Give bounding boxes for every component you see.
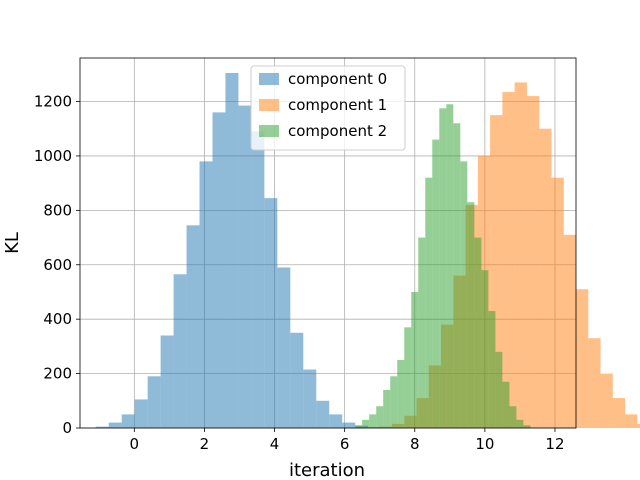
axes-frame: [79, 57, 577, 429]
bar-component-2: [495, 351, 503, 428]
legend: component 0 component 1 component 2: [250, 65, 406, 151]
bar-component-2: [481, 270, 489, 428]
bar-component-0: [121, 414, 135, 428]
x-tick-label: 6: [340, 435, 350, 453]
bar-component-1: [625, 414, 638, 428]
bar-component-1: [637, 423, 640, 428]
bar-component-2: [425, 177, 433, 428]
y-tick-label: 0: [62, 419, 72, 437]
bar-component-2: [383, 389, 391, 428]
bar-component-1: [600, 373, 613, 428]
bar-component-2: [404, 327, 412, 428]
bar-component-2: [362, 419, 370, 428]
bar-component-0: [199, 161, 213, 428]
bar-component-0: [251, 131, 265, 429]
legend-swatch: [259, 99, 279, 111]
bar-component-0: [108, 422, 122, 428]
bar-component-2: [474, 237, 482, 428]
legend-box: [250, 65, 406, 151]
x-tick-label: 12: [545, 435, 564, 453]
y-tick-label: 200: [43, 365, 72, 383]
bar-component-1: [588, 338, 601, 428]
histogram-bars: [95, 72, 640, 429]
bar-component-2: [411, 291, 419, 428]
bar-component-2: [488, 311, 496, 428]
legend-swatch: [259, 73, 279, 85]
x-tick-label: 4: [270, 435, 280, 453]
y-axis-label: KL: [2, 232, 23, 254]
x-tick-label: 0: [130, 435, 140, 453]
bar-component-1: [563, 234, 576, 428]
bar-component-0: [264, 198, 278, 428]
legend-label: component 2: [288, 122, 387, 140]
plot-frame: [79, 57, 577, 429]
bar-component-0: [95, 426, 109, 428]
bar-component-0: [225, 72, 239, 429]
bar-component-2: [418, 237, 426, 428]
y-tick-label: 800: [43, 201, 72, 219]
bar-component-1: [551, 177, 564, 428]
x-tick-label: 8: [410, 435, 420, 453]
x-tick-label: 2: [200, 435, 210, 453]
bar-component-0: [186, 225, 200, 428]
bar-component-1: [526, 96, 540, 429]
bar-component-2: [439, 108, 447, 429]
bar-component-2: [376, 406, 384, 428]
bar-component-0: [329, 414, 343, 428]
bar-component-0: [134, 399, 148, 428]
bar-component-0: [290, 332, 304, 428]
bar-component-0: [212, 112, 226, 428]
bar-component-0: [160, 335, 174, 428]
bar-component-2: [516, 419, 524, 428]
bar-component-1: [502, 92, 515, 428]
legend-label: component 0: [288, 70, 387, 88]
bar-component-2: [460, 161, 468, 428]
bar-component-2: [369, 414, 377, 428]
bar-component-1: [576, 289, 589, 428]
axis-ticks: 0 2 4 6 8 10 12 0 200 400 600 800 1000 1200: [34, 93, 565, 453]
bar-component-1: [539, 128, 552, 428]
y-tick-label: 400: [43, 310, 72, 328]
bar-component-2: [355, 425, 363, 428]
bar-component-0: [303, 369, 317, 428]
legend-label: component 1: [288, 96, 387, 114]
bar-component-2: [432, 139, 440, 428]
y-tick-label: 1200: [34, 93, 72, 111]
x-axis-label: iteration: [289, 460, 365, 480]
bar-component-2: [523, 425, 531, 428]
bar-component-0: [173, 274, 187, 428]
bar-component-0: [342, 422, 356, 428]
bar-component-1: [514, 82, 527, 428]
bar-component-2: [390, 376, 398, 428]
bar-component-0: [316, 400, 330, 428]
bar-component-2: [467, 202, 475, 428]
bar-component-1: [612, 398, 626, 428]
bar-component-0: [277, 267, 291, 428]
bar-component-0: [238, 105, 252, 428]
bar-component-0: [147, 376, 161, 428]
bar-component-2: [509, 406, 517, 428]
bar-component-2: [502, 381, 510, 428]
y-tick-label: 600: [43, 256, 72, 274]
bar-component-2: [453, 123, 461, 428]
x-tick-label: 10: [475, 435, 494, 453]
bar-component-2: [397, 359, 405, 428]
y-tick-label: 1000: [34, 147, 72, 165]
bar-component-2: [446, 104, 454, 428]
legend-swatch: [259, 125, 279, 137]
